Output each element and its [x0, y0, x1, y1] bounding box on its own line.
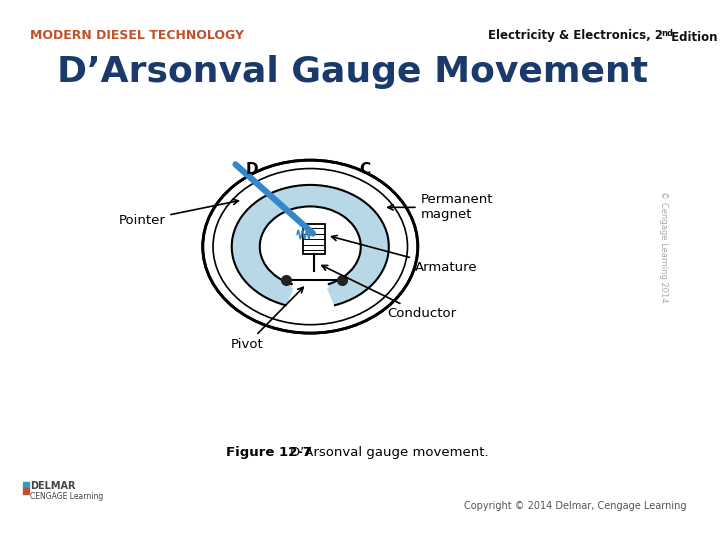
Text: Figure 12-7: Figure 12-7	[226, 446, 317, 459]
Wedge shape	[292, 247, 329, 292]
Ellipse shape	[232, 185, 389, 308]
Text: D’Arsonval gauge movement.: D’Arsonval gauge movement.	[289, 446, 488, 459]
Text: Electricity & Electronics, 2: Electricity & Electronics, 2	[488, 29, 663, 42]
Text: Edition: Edition	[667, 31, 717, 44]
Text: D: D	[246, 163, 258, 178]
Text: Pivot: Pivot	[230, 287, 303, 351]
Ellipse shape	[260, 206, 361, 287]
Text: Armature: Armature	[332, 235, 477, 274]
Wedge shape	[285, 247, 335, 313]
Text: nd: nd	[661, 29, 673, 38]
Text: DELMAR: DELMAR	[30, 481, 76, 491]
Text: D’Arsonval Gauge Movement: D’Arsonval Gauge Movement	[57, 55, 648, 89]
Ellipse shape	[203, 160, 418, 333]
Text: CENGAGE Learning: CENGAGE Learning	[30, 491, 103, 501]
Text: C: C	[359, 163, 370, 178]
Text: © Cengage Learning 2014: © Cengage Learning 2014	[660, 191, 668, 302]
Text: Permanent
magnet: Permanent magnet	[388, 193, 493, 221]
Text: Conductor: Conductor	[322, 266, 456, 320]
Text: MODERN DIESEL TECHNOLOGY: MODERN DIESEL TECHNOLOGY	[30, 29, 244, 42]
Bar	[303, 224, 325, 254]
Text: Pointer: Pointer	[119, 199, 238, 227]
Text: Copyright © 2014 Delmar, Cengage Learning: Copyright © 2014 Delmar, Cengage Learnin…	[464, 501, 686, 511]
